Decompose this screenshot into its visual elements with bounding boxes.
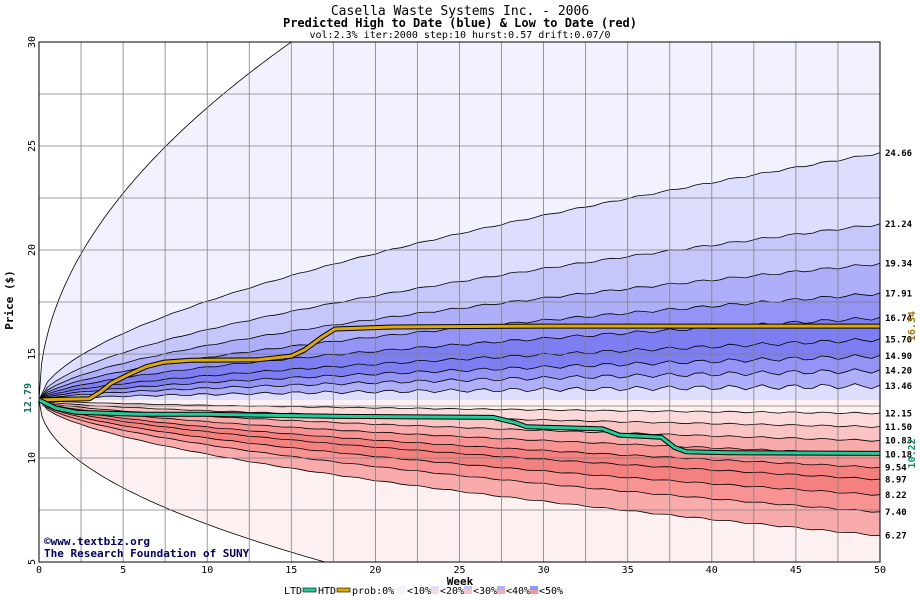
legend-swatch-high-4 (530, 586, 538, 590)
right-label-11: 10.83 (885, 437, 912, 447)
x-tick-labels: 0 5 10 15 20 25 30 35 40 45 50 (36, 565, 886, 576)
chart-subtitle: Predicted High to Date (blue) & Low to D… (283, 16, 637, 30)
x-tick-35: 35 (622, 565, 634, 576)
legend-label-0: <10% (407, 586, 431, 597)
x-tick-25: 25 (453, 565, 465, 576)
right-label-13: 9.54 (885, 464, 907, 474)
credit-site: ©www.textbiz.org (44, 535, 150, 548)
x-tick-0: 0 (36, 565, 42, 576)
legend-swatch-high-2 (464, 586, 472, 590)
chart-parameters: vol:2.3% iter:2000 step:10 hurst:0.57 dr… (309, 30, 610, 41)
right-label-15: 8.22 (885, 491, 907, 501)
y-tick-25: 25 (27, 140, 38, 152)
right-label-8: 13.46 (885, 382, 912, 392)
legend-swatch-low-2 (464, 590, 472, 594)
right-label-5: 15.70 (885, 335, 912, 345)
x-tick-10: 10 (201, 565, 213, 576)
legend-swatch-low-4 (530, 590, 538, 594)
htd-end-label: 16.34 (907, 311, 918, 341)
x-tick-40: 40 (706, 565, 718, 576)
plot-border (38, 41, 881, 563)
y-axis-label: Price ($) (3, 270, 16, 330)
outer-low-curve (38, 399, 326, 563)
legend-label-4: <50% (539, 586, 563, 597)
right-label-9: 12.15 (885, 409, 912, 419)
right-label-4: 16.74 (885, 314, 913, 324)
y-tick-labels: 5 10 15 20 25 30 (27, 36, 38, 565)
series-line-ltd (38, 398, 881, 455)
credit-organization: The Research Foundation of SUNY (44, 547, 250, 560)
right-label-12: 10.18 (885, 450, 912, 460)
right-label-6: 14.90 (885, 352, 912, 362)
right-label-2: 19.34 (885, 260, 913, 270)
right-label-10: 11.50 (885, 423, 912, 433)
right-label-14: 8.97 (885, 475, 907, 485)
right-label-0: 24.66 (885, 149, 912, 159)
legend-swatch-htd (336, 587, 351, 593)
y-tick-15: 15 (27, 348, 38, 360)
legend-swatch-ltd (302, 587, 317, 593)
legend-label-3: <40% (506, 586, 530, 597)
y-tick-10: 10 (27, 452, 38, 464)
series-lines (37, 323, 881, 456)
right-label-1: 21.24 (885, 220, 913, 230)
right-percentile-labels: 24.66 21.24 19.34 17.91 16.74 15.70 14.90 14.20… (885, 149, 913, 542)
y-tick-20: 20 (27, 244, 38, 256)
start-price-label: 12.79 (23, 383, 34, 413)
x-tick-15: 15 (285, 565, 297, 576)
legend-swatch-high-3 (497, 586, 505, 590)
legend-label-ltd: LTD (284, 586, 302, 597)
legend-label-2: <30% (473, 586, 497, 597)
legend-swatch-low-1 (431, 590, 439, 594)
legend-swatch-low-3 (497, 590, 505, 594)
y-tick-30: 30 (27, 36, 38, 48)
right-label-16: 7.40 (885, 508, 907, 518)
series-line-htd (38, 324, 880, 402)
x-tick-50: 50 (874, 565, 886, 576)
right-label-3: 17.91 (885, 289, 912, 299)
x-tick-20: 20 (369, 565, 381, 576)
chart-title: Casella Waste Systems Inc. - 2006 (331, 4, 589, 19)
x-axis-label: Week (447, 575, 474, 588)
right-label-17: 6.27 (885, 532, 907, 542)
x-tick-5: 5 (120, 565, 126, 576)
y-tick-5: 5 (27, 559, 38, 565)
legend-swatch-low-0 (398, 590, 406, 594)
legend-swatch-high-0 (398, 586, 406, 590)
legend: LTD HTD prob:0% <10% <20% <30% <40% <50% (284, 586, 563, 597)
legend-label-htd: HTD (318, 586, 336, 597)
ltd-end-label: 10.22 (907, 438, 918, 468)
right-label-7: 14.20 (885, 367, 912, 377)
legend-label-prob0: prob:0% (352, 586, 394, 597)
grid-lines (38, 41, 881, 563)
legend-label-1: <20% (440, 586, 464, 597)
x-tick-30: 30 (538, 565, 550, 576)
legend-swatch-high-1 (431, 586, 439, 590)
x-tick-45: 45 (790, 565, 802, 576)
